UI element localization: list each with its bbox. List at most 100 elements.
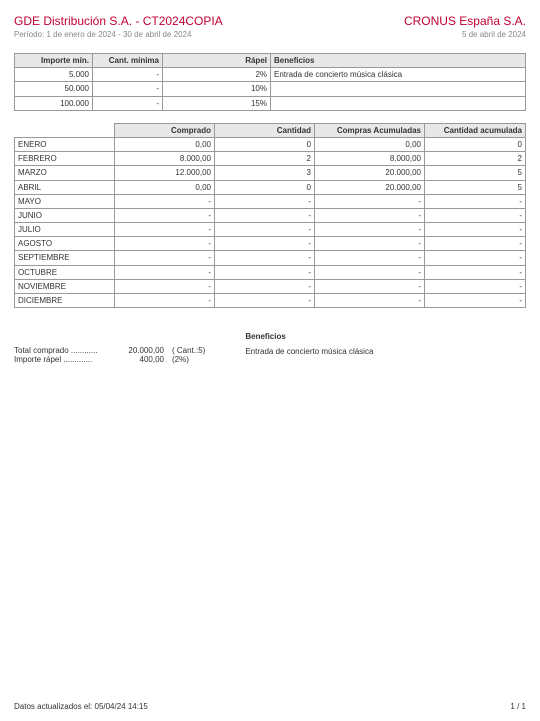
months-table: Comprado Cantidad Compras Acumuladas Can… xyxy=(14,123,526,308)
cell-min: 100.000 xyxy=(15,96,93,110)
cell-month: ENERO xyxy=(15,137,115,151)
cell-cant-acum: - xyxy=(425,237,526,251)
cell-month: FEBRERO xyxy=(15,152,115,166)
footer-updated: Datos actualizados el: 05/04/24 14:15 xyxy=(14,702,148,711)
table-row: AGOSTO---- xyxy=(15,237,526,251)
cell-month: AGOSTO xyxy=(15,237,115,251)
table-row: MARZO12.000,00320.000,005 xyxy=(15,166,526,180)
cell-month: MAYO xyxy=(15,194,115,208)
cell-acum: - xyxy=(315,251,425,265)
cell-cant-acum: 0 xyxy=(425,137,526,151)
table-row: JULIO---- xyxy=(15,223,526,237)
cell-comprado: - xyxy=(115,208,215,222)
table-row: 50.000-10% xyxy=(15,82,526,96)
benefits-text: Entrada de concierto música clásica xyxy=(245,347,373,356)
cell-cant-acum: 5 xyxy=(425,180,526,194)
cell-cant-acum: - xyxy=(425,208,526,222)
cell-qty: - xyxy=(93,82,163,96)
importe-rapel-label: Importe rápel ............. xyxy=(14,355,109,364)
cell-cant-acum: - xyxy=(425,279,526,293)
cell-month: JUNIO xyxy=(15,208,115,222)
col-blank xyxy=(15,123,115,137)
table-row: OCTUBRE---- xyxy=(15,265,526,279)
importe-rapel-extra: (2%) xyxy=(164,355,189,364)
cell-acum: 20.000,00 xyxy=(315,166,425,180)
summary-section: Total comprado ............ 20.000,00 ( … xyxy=(14,332,526,364)
cell-cant-acum: - xyxy=(425,223,526,237)
table-row: 100.000-15% xyxy=(15,96,526,110)
report-title: GDE Distribución S.A. - CT2024COPIA xyxy=(14,14,223,28)
cell-acum: - xyxy=(315,237,425,251)
cell-acum: - xyxy=(315,223,425,237)
table-row: 5.000-2%Entrada de concierto música clás… xyxy=(15,68,526,82)
tiers-table: Importe mín. Cant. mínima Rápel Benefici… xyxy=(14,53,526,111)
cell-cantidad: - xyxy=(215,294,315,308)
cell-comprado: 8.000,00 xyxy=(115,152,215,166)
cell-benef xyxy=(271,82,526,96)
cell-cantidad: - xyxy=(215,194,315,208)
cell-acum: - xyxy=(315,279,425,293)
col-importe-min: Importe mín. xyxy=(15,54,93,68)
cell-benef: Entrada de concierto música clásica xyxy=(271,68,526,82)
cell-cantidad: - xyxy=(215,208,315,222)
table-row: JUNIO---- xyxy=(15,208,526,222)
report-footer: Datos actualizados el: 05/04/24 14:15 1 … xyxy=(14,702,526,711)
table-row: SEPTIEMBRE---- xyxy=(15,251,526,265)
col-rapel: Rápel xyxy=(163,54,271,68)
col-beneficios: Beneficios xyxy=(271,54,526,68)
total-comprado-label: Total comprado ............ xyxy=(14,346,109,355)
table-row: DICIEMBRE---- xyxy=(15,294,526,308)
benefits-header: Beneficios xyxy=(245,332,373,341)
cell-rapel: 15% xyxy=(163,96,271,110)
table-row: NOVIEMBRE---- xyxy=(15,279,526,293)
cell-cant-acum: 2 xyxy=(425,152,526,166)
cell-cant-acum: - xyxy=(425,265,526,279)
cell-comprado: - xyxy=(115,279,215,293)
cell-cantidad: 2 xyxy=(215,152,315,166)
cell-cant-acum: 5 xyxy=(425,166,526,180)
cell-qty: - xyxy=(93,96,163,110)
cell-acum: 0,00 xyxy=(315,137,425,151)
cell-acum: - xyxy=(315,265,425,279)
cell-month: JULIO xyxy=(15,223,115,237)
cell-month: NOVIEMBRE xyxy=(15,279,115,293)
summary-benefits: Beneficios Entrada de concierto música c… xyxy=(245,332,373,364)
col-comprado: Comprado xyxy=(115,123,215,137)
cell-benef xyxy=(271,96,526,110)
report-header: GDE Distribución S.A. - CT2024COPIA Perí… xyxy=(14,14,526,39)
col-cantidad: Cantidad xyxy=(215,123,315,137)
table-row: FEBRERO8.000,0028.000,002 xyxy=(15,152,526,166)
cell-min: 5.000 xyxy=(15,68,93,82)
table-row: ABRIL0,00020.000,005 xyxy=(15,180,526,194)
cell-comprado: - xyxy=(115,265,215,279)
cell-month: OCTUBRE xyxy=(15,265,115,279)
company-name: CRONUS España S.A. xyxy=(404,14,526,28)
cell-month: SEPTIEMBRE xyxy=(15,251,115,265)
cell-cantidad: - xyxy=(215,279,315,293)
cell-comprado: - xyxy=(115,251,215,265)
importe-rapel-value: 400,00 xyxy=(109,355,164,364)
cell-rapel: 2% xyxy=(163,68,271,82)
cell-cant-acum: - xyxy=(425,251,526,265)
cell-min: 50.000 xyxy=(15,82,93,96)
cell-comprado: 0,00 xyxy=(115,137,215,151)
footer-page: 1 / 1 xyxy=(510,702,526,711)
cell-cantidad: - xyxy=(215,265,315,279)
cell-acum: 20.000,00 xyxy=(315,180,425,194)
cell-comprado: 0,00 xyxy=(115,180,215,194)
cell-cantidad: - xyxy=(215,237,315,251)
cell-cantidad: 3 xyxy=(215,166,315,180)
cell-cantidad: - xyxy=(215,223,315,237)
cell-comprado: - xyxy=(115,237,215,251)
cell-cantidad: 0 xyxy=(215,180,315,194)
cell-month: DICIEMBRE xyxy=(15,294,115,308)
cell-month: ABRIL xyxy=(15,180,115,194)
cell-acum: 8.000,00 xyxy=(315,152,425,166)
report-date: 5 de abril de 2024 xyxy=(404,30,526,39)
col-compras-acum: Compras Acumuladas xyxy=(315,123,425,137)
cell-acum: - xyxy=(315,208,425,222)
col-cant-min: Cant. mínima xyxy=(93,54,163,68)
total-comprado-extra: ( Cant.:5) xyxy=(164,346,205,355)
cell-rapel: 10% xyxy=(163,82,271,96)
cell-month: MARZO xyxy=(15,166,115,180)
